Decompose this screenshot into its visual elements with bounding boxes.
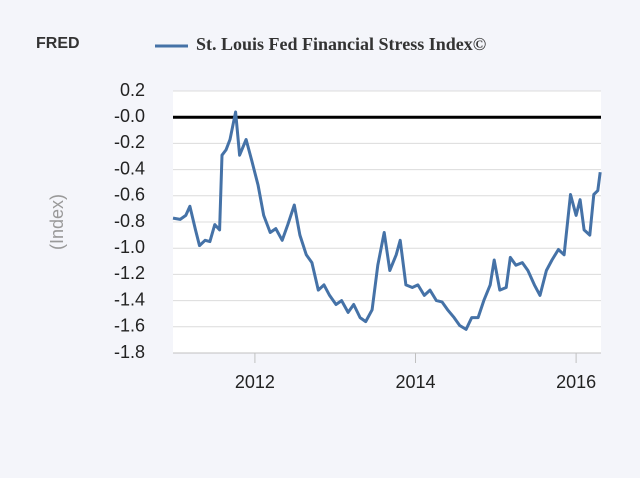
x-tick-label: 2014 xyxy=(395,372,435,392)
y-tick-label: -0.0 xyxy=(114,106,145,126)
y-tick-label: -1.8 xyxy=(114,342,145,362)
y-tick-label: -0.8 xyxy=(114,211,145,231)
y-tick-label: -0.4 xyxy=(114,158,145,178)
x-tick-label: 2012 xyxy=(235,372,275,392)
x-tick-label: 2016 xyxy=(556,372,596,392)
y-tick-label: -0.6 xyxy=(114,185,145,205)
y-tick-label: -1.2 xyxy=(114,263,145,283)
series-line xyxy=(172,110,602,331)
y-tick-label: -0.2 xyxy=(114,132,145,152)
logo: FRED xyxy=(36,35,80,52)
legend-label: St. Louis Fed Financial Stress Index© xyxy=(196,34,486,54)
y-tick-label: -1.4 xyxy=(114,289,145,309)
y-tick-label: -1.0 xyxy=(114,237,145,257)
y-axis-label: (Index) xyxy=(47,194,67,250)
y-tick-label: -1.6 xyxy=(114,316,145,336)
y-tick-label: 0.2 xyxy=(120,80,145,100)
